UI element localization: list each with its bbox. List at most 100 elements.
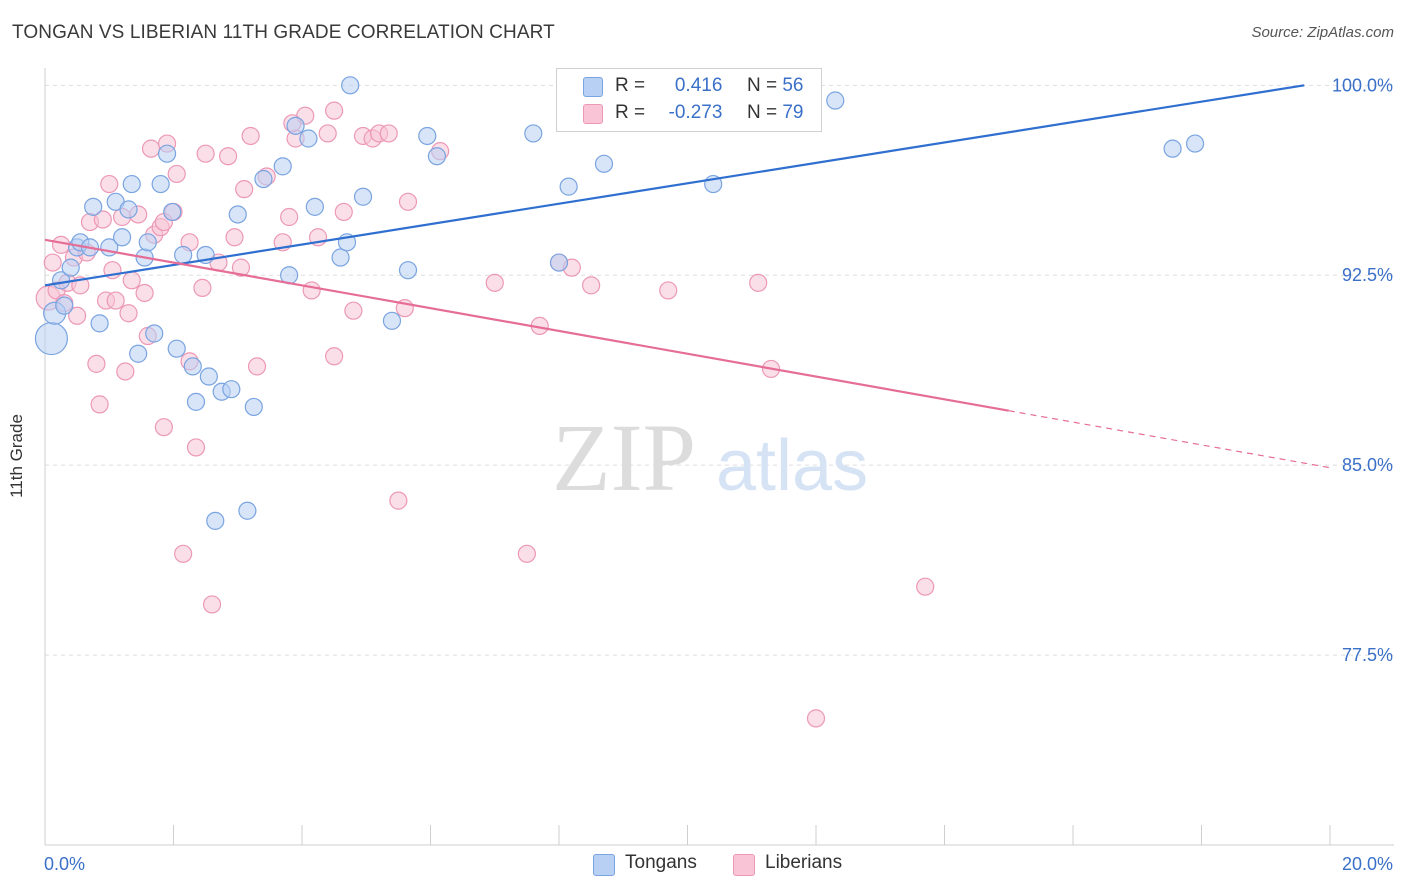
liberian-point: [186, 438, 206, 457]
liberians-legend-swatch: [733, 854, 755, 876]
liberian-point: [582, 276, 601, 295]
liberian-point: [90, 395, 109, 414]
tongan-point: [129, 344, 148, 363]
liberian-point: [334, 202, 353, 222]
liberian-point: [517, 544, 536, 563]
liberian-point: [916, 577, 935, 596]
chart-title: TONGAN VS LIBERIAN 11TH GRADE CORRELATIO…: [12, 22, 555, 43]
tongan-point: [826, 91, 845, 110]
liberian-point: [325, 347, 344, 366]
liberian-point: [344, 301, 363, 320]
tongan-point: [145, 324, 164, 343]
tongan-point: [427, 147, 447, 166]
y-tick-label: 92.5%: [1342, 265, 1393, 285]
liberian-point: [154, 418, 173, 437]
tongan-point: [228, 205, 247, 224]
liberian-point: [43, 253, 62, 272]
liberian-point: [141, 139, 161, 158]
watermark: ZIP atlas: [552, 404, 868, 511]
liberians-r-value: -0.273: [668, 102, 723, 123]
y-tick-labels: 77.5% 85.0% 92.5% 100.0%: [1332, 75, 1393, 665]
n-label: N =: [746, 75, 778, 96]
liberian-point: [235, 180, 254, 199]
tongan-point: [353, 187, 373, 206]
tongan-point: [222, 380, 241, 399]
liberian-point: [122, 271, 141, 290]
tongan-point: [55, 296, 74, 315]
liberians-trend-line-dashed: [1008, 410, 1331, 469]
tongans-r-value: 0.416: [674, 75, 723, 96]
liberian-point: [806, 709, 826, 728]
watermark-atlas: atlas: [716, 426, 868, 506]
liberian-point: [225, 228, 244, 247]
liberian-point: [135, 283, 154, 303]
correlation-legend: R = 0.416 N = 56 R = -0.273 N = 79: [556, 68, 822, 132]
liberian-point: [68, 306, 87, 325]
liberian-point: [116, 362, 135, 381]
tongan-point: [559, 177, 578, 196]
liberian-point: [659, 281, 678, 300]
tongan-point: [299, 129, 318, 148]
tongan-point: [418, 126, 437, 146]
liberian-point: [231, 258, 251, 277]
tongan-point: [254, 169, 273, 189]
liberian-point: [51, 235, 71, 254]
liberian-point: [280, 207, 299, 227]
y-tick-label: 85.0%: [1342, 455, 1393, 475]
tongan-point: [382, 311, 402, 330]
tongan-point: [199, 367, 218, 386]
tongan-point: [112, 228, 132, 247]
tongan-point: [34, 321, 69, 356]
liberian-point: [318, 124, 337, 143]
gridlines: [45, 84, 1394, 656]
liberian-point: [241, 126, 260, 146]
watermark-zip: ZIP: [552, 404, 696, 511]
liberians-trend-line: [44, 238, 1009, 412]
tongan-point: [206, 511, 225, 530]
tongans-swatch: [583, 77, 603, 97]
liberian-point: [302, 281, 321, 300]
tongan-point: [331, 248, 350, 267]
tongan-point: [341, 76, 360, 95]
liberian-point: [100, 174, 119, 194]
liberians-points: [35, 101, 935, 728]
tongan-point: [122, 174, 141, 194]
r-label: R =: [615, 102, 646, 123]
tongans-legend-label: Tongans: [625, 852, 697, 873]
liberian-point: [196, 144, 215, 163]
tongan-point: [238, 501, 257, 520]
tongans-legend-swatch: [593, 854, 615, 876]
x-tick-label: 0.0%: [44, 854, 85, 874]
tongan-point: [1163, 139, 1182, 158]
tongan-point: [183, 357, 202, 376]
liberian-point: [485, 273, 504, 292]
tongan-point: [286, 116, 305, 135]
n-label: N =: [746, 102, 778, 123]
tongan-point: [84, 197, 103, 216]
liberian-point: [398, 192, 418, 211]
axes: [44, 68, 1394, 846]
tongan-point: [138, 233, 157, 252]
tongan-point: [594, 154, 614, 173]
liberian-point: [749, 273, 768, 292]
tongan-point: [273, 157, 292, 176]
liberian-point: [325, 101, 344, 120]
y-axis-label: 11th Grade: [7, 414, 26, 498]
liberian-point: [119, 304, 138, 323]
liberian-point: [389, 491, 408, 510]
r-label: R =: [615, 75, 646, 96]
tongan-point: [186, 392, 206, 411]
tongan-point: [163, 202, 182, 222]
liberian-point: [247, 357, 267, 376]
liberians-legend-label: Liberians: [765, 852, 843, 873]
tongan-point: [244, 397, 263, 417]
liberians-swatch: [583, 104, 603, 124]
tongan-point: [398, 261, 418, 280]
tongan-point: [174, 245, 193, 265]
liberian-point: [93, 210, 112, 229]
tongan-point: [90, 314, 109, 333]
tongan-point: [151, 174, 170, 194]
liberian-point: [167, 164, 186, 184]
liberian-point: [87, 354, 106, 373]
